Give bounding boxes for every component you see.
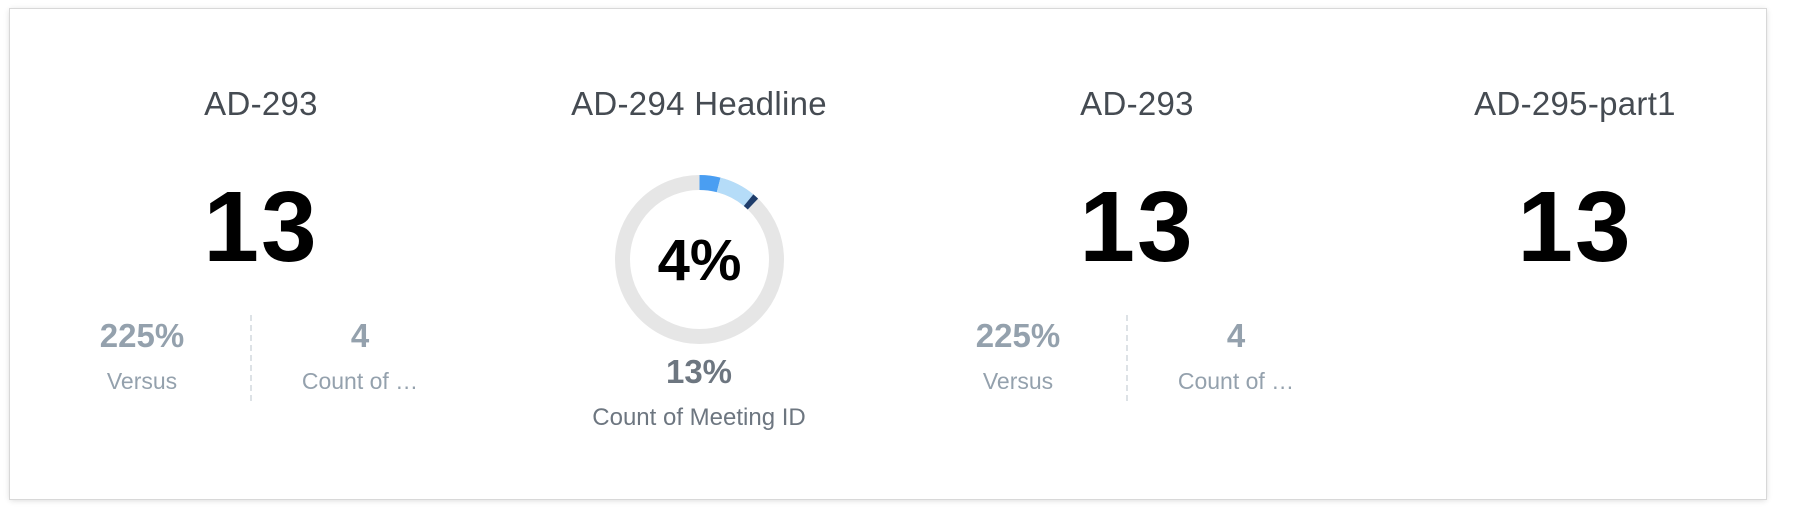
headline-dashboard: AD-293 13 225% Versus 4 Count of … AD-29…: [10, 9, 1766, 499]
secondary-value: 4: [1226, 317, 1246, 354]
donut-chart: 4%: [612, 172, 787, 347]
secondary-measure-versus: 225% Versus: [918, 319, 1118, 395]
divider: [1126, 315, 1128, 401]
headline-widget-ad-293-copy[interactable]: AD-293 13 225% Versus 4 Count of …: [918, 9, 1356, 499]
donut-segment-2: [716, 177, 754, 207]
secondary-label: Versus: [106, 368, 178, 394]
donut-value: 4%: [657, 228, 742, 293]
secondary-measure-versus: 225% Versus: [42, 319, 242, 395]
widget-title: AD-293: [204, 85, 318, 122]
primary-value: 13: [203, 171, 319, 283]
secondary-value: 225%: [99, 317, 185, 354]
secondary-label: Count of …: [1177, 368, 1295, 394]
secondary-measure-count: 4 Count of …: [260, 319, 460, 395]
secondary-value: 13%: [665, 353, 733, 390]
headline-widget-ad-295[interactable]: AD-295-part1 13: [1356, 9, 1794, 499]
widget-title: AD-293: [1080, 85, 1194, 122]
secondary-label: Versus: [982, 368, 1054, 394]
headline-widget-ad-293[interactable]: AD-293 13 225% Versus 4 Count of …: [42, 9, 480, 499]
donut-segment-1: [699, 175, 721, 193]
secondary-value: 225%: [975, 317, 1061, 354]
secondary-label: Count of …: [301, 368, 419, 394]
primary-value: 13: [1079, 171, 1195, 283]
donut-ring: [615, 175, 784, 344]
secondary-label: Count of Meeting ID: [592, 404, 806, 431]
headline-widget-ad-294[interactable]: AD-294 Headline 4% 13% Count of Meeting …: [480, 9, 918, 499]
widget-title: AD-295-part1: [1474, 85, 1676, 122]
secondary-measure-count: 4 Count of …: [1136, 319, 1336, 395]
donut-segment-3: [743, 194, 759, 210]
widget-title: AD-294 Headline: [571, 85, 827, 122]
divider: [250, 315, 252, 401]
secondary-value: 4: [350, 317, 370, 354]
primary-value: 13: [1517, 171, 1633, 283]
